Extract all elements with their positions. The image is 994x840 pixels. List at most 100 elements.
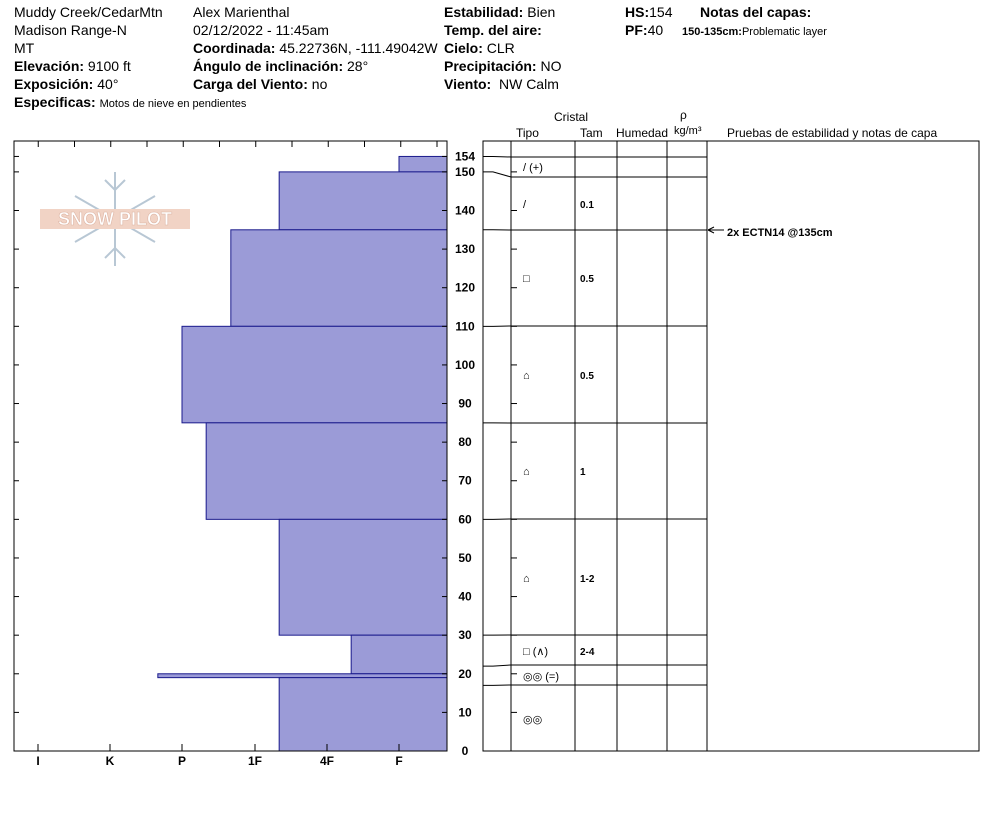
logo-text: SNOW PILOT xyxy=(58,209,172,229)
layer-note: 150-135cm:Problematic layer xyxy=(682,24,827,40)
hardness-plot-frame xyxy=(13,140,448,752)
grain-type-symbol: □ (∧) xyxy=(523,646,548,658)
air-temp-label: Temp. del aire: xyxy=(444,22,542,38)
depth-tick-label: 100 xyxy=(455,358,475,372)
grain-type-symbol: ⌂ xyxy=(523,573,530,585)
grain-size-value: 1-2 xyxy=(580,574,595,585)
depth-tick-label: 0 xyxy=(462,744,469,758)
hardness-tick-label: K xyxy=(106,754,115,768)
location-line-1: Muddy Creek/CedarMtn xyxy=(14,4,163,20)
aspect-label: Exposición: xyxy=(14,76,94,92)
layer-notes-label: Notas del capas: xyxy=(700,4,812,20)
sky: Cielo: CLR xyxy=(444,40,515,56)
depth-tick-label: 140 xyxy=(455,203,475,217)
aspect: Exposición: 40° xyxy=(14,76,118,92)
depth-tick-label: 50 xyxy=(458,551,472,565)
col-tam: Tam xyxy=(580,126,603,140)
test-annotation: 2x ECTN14 @135cm xyxy=(727,227,833,239)
depth-connector xyxy=(483,155,512,158)
hardness-bar xyxy=(230,229,448,327)
slope-label: Ángulo de inclinación: xyxy=(193,58,344,74)
test-arrow xyxy=(707,226,724,234)
grain-size-value: 1 xyxy=(580,467,586,478)
grain-size-value: 0.1 xyxy=(580,200,594,211)
grain-type-symbol: □ xyxy=(523,273,530,285)
crystal-table-frame xyxy=(482,140,980,752)
pf-value: 40 xyxy=(647,22,664,38)
elevation-value: 9100 ft xyxy=(87,58,131,74)
depth-tick-label: 30 xyxy=(458,628,472,642)
hardness-tick-label: I xyxy=(36,754,39,768)
sky-value: CLR xyxy=(486,40,515,56)
coordinates: Coordinada: 45.22736N, -111.49042W xyxy=(193,40,438,56)
depth-tick-label: 40 xyxy=(458,590,472,604)
depth-tick-label: 10 xyxy=(458,705,472,719)
depth-tick-label: 130 xyxy=(455,242,475,256)
sky-label: Cielo: xyxy=(444,40,483,56)
depth-tick-label: 90 xyxy=(458,397,472,411)
grain-type-symbol: / (+) xyxy=(523,162,543,174)
col-rho: ρ xyxy=(680,108,687,122)
grain-type-symbol: ◎◎ (=) xyxy=(523,671,559,683)
pf-label: PF: xyxy=(625,22,648,38)
col-tipo: Tipo xyxy=(516,126,539,140)
depth-tick-label: 80 xyxy=(458,435,472,449)
col-density: kg/m³ xyxy=(674,125,702,137)
layer-note-range: 150-135cm: xyxy=(682,26,742,38)
specifics-value: Motos de nieve en pendientes xyxy=(99,98,247,110)
stability-value: Bien xyxy=(527,4,556,20)
hardness-bar xyxy=(278,171,448,231)
hardness-bar xyxy=(157,673,448,679)
grain-type-symbol: / xyxy=(523,199,527,211)
grain-type-symbol: ⌂ xyxy=(523,466,530,478)
elevation-label: Elevación: xyxy=(14,58,85,74)
wind-load: Carga del Viento: no xyxy=(193,76,327,92)
hardness-tick-label: F xyxy=(395,754,402,768)
hardness-bar xyxy=(278,677,448,752)
grain-size-value: 0.5 xyxy=(580,371,594,382)
depth-connector xyxy=(483,171,512,178)
col-humedad: Humedad xyxy=(616,126,669,140)
grain-type-symbol: ⌂ xyxy=(523,370,530,382)
wind-load-label: Carga del Viento: xyxy=(193,76,308,92)
snowflake-logo: SNOW PILOT xyxy=(40,172,190,266)
depth-tick-label: 120 xyxy=(455,281,475,295)
col-tests: Pruebas de estabilidad y notas de capa xyxy=(727,126,938,140)
hardness-tick-label: 1F xyxy=(248,754,262,768)
col-cristal: Cristal xyxy=(554,110,589,124)
grain-size-value: 0.5 xyxy=(580,274,594,285)
slope-value: 28° xyxy=(347,58,369,74)
depth-tick-label: 60 xyxy=(458,512,472,526)
depth-tick-label: 150 xyxy=(455,165,475,179)
depth-tick-label: 70 xyxy=(458,474,472,488)
location-line-2: Madison Range-N xyxy=(14,22,127,38)
depth-tick-label: 154 xyxy=(455,149,475,163)
observer: Alex Marienthal xyxy=(193,4,290,20)
location-line-3: MT xyxy=(14,40,35,56)
hs-value: 154 xyxy=(649,4,673,20)
hardness-bar xyxy=(205,422,448,520)
wind: Viento: NW Calm xyxy=(444,76,559,92)
hardness-bar xyxy=(278,518,448,636)
slope-angle: Ángulo de inclinación: 28° xyxy=(193,58,368,74)
precip-label: Precipitación: xyxy=(444,58,537,74)
wind-value: NW Calm xyxy=(498,76,559,92)
wind-label: Viento: xyxy=(444,76,492,92)
hs-label: HS: xyxy=(625,4,650,20)
datetime: 02/12/2022 - 11:45am xyxy=(193,22,329,38)
stability-label: Estabilidad: xyxy=(444,4,524,20)
wind-load-value: no xyxy=(311,76,328,92)
precipitation: Precipitación: NO xyxy=(444,58,561,74)
coord-value: 45.22736N, -111.49042W xyxy=(279,40,438,56)
specifics: Especificas: Motos de nieve en pendiente… xyxy=(14,94,246,112)
depth-tick-label: 110 xyxy=(455,319,475,333)
grain-size-value: 2-4 xyxy=(580,647,595,658)
precip-value: NO xyxy=(540,58,562,74)
elevation: Elevación: 9100 ft xyxy=(14,58,131,74)
hardness-tick-label: 4F xyxy=(320,754,334,768)
hardness-bar xyxy=(398,155,448,173)
stability: Estabilidad: Bien xyxy=(444,4,555,20)
pf: PF:40 xyxy=(625,22,663,38)
depth-connector xyxy=(483,664,512,667)
aspect-value: 40° xyxy=(97,76,119,92)
